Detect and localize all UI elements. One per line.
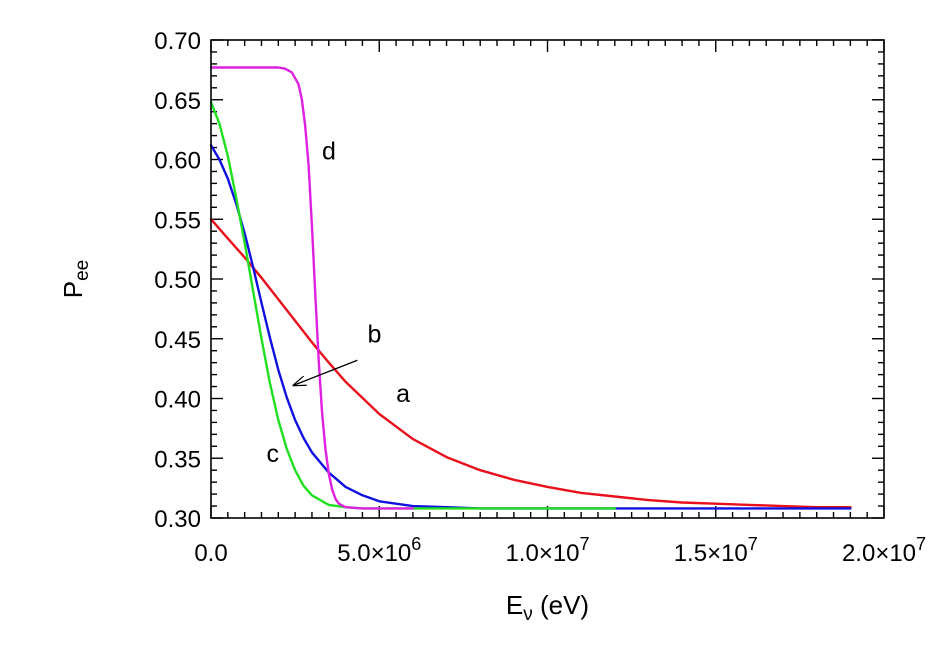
plot-frame bbox=[210, 39, 885, 519]
series-line-d bbox=[209, 66, 415, 510]
x-tick-exponent: 7 bbox=[916, 534, 926, 554]
x-tick-label: 2.0×107 bbox=[842, 534, 926, 567]
y-tick-label: 0.65 bbox=[154, 88, 201, 115]
x-tick-exponent: 7 bbox=[580, 534, 590, 554]
y-tick-label: 0.30 bbox=[154, 506, 201, 533]
x-axis-label-sub: ν bbox=[523, 604, 533, 625]
y-tick-label: 0.35 bbox=[154, 446, 201, 473]
x-tick-exponent: 6 bbox=[411, 534, 421, 554]
x-tick-mantissa: 0.0 bbox=[194, 540, 227, 567]
annotations: a b c d bbox=[267, 138, 411, 468]
y-tick-label: 0.50 bbox=[154, 267, 201, 294]
ticks bbox=[210, 39, 885, 519]
y-tick-label: 0.70 bbox=[154, 28, 201, 55]
y-axis-label-main: P bbox=[58, 281, 88, 298]
y-tick-label: 0.60 bbox=[154, 148, 201, 175]
series-lines bbox=[209, 66, 852, 510]
x-tick-label: 1.5×107 bbox=[674, 534, 758, 567]
curve-label-a: a bbox=[396, 380, 410, 408]
x-tick-mantissa: 5.0×10 bbox=[337, 540, 411, 567]
curve-label-d: d bbox=[322, 138, 336, 166]
x-tick-label: 0.0 bbox=[194, 540, 227, 567]
x-tick-label: 5.0×106 bbox=[337, 534, 421, 567]
x-tick-mantissa: 2.0×10 bbox=[842, 540, 916, 567]
y-tick-label: 0.40 bbox=[154, 387, 201, 414]
y-tick-label: 0.45 bbox=[154, 327, 201, 354]
y-tick-label: 0.55 bbox=[154, 207, 201, 234]
tick-labels: 0.30 0.35 0.40 0.45 0.50 0.55 0.60 0.65 0.70 0.0 5… bbox=[154, 28, 926, 567]
curve-label-c: c bbox=[267, 440, 280, 468]
x-tick-mantissa: 1.5×10 bbox=[674, 540, 748, 567]
curve-label-b: b bbox=[367, 320, 381, 348]
y-axis-label: Pee bbox=[58, 260, 93, 298]
x-axis-label-unit: (eV) bbox=[533, 590, 589, 620]
x-tick-label: 1.0×107 bbox=[505, 534, 589, 567]
x-tick-mantissa: 1.0×10 bbox=[505, 540, 579, 567]
x-axis-label-main: E bbox=[506, 590, 523, 620]
annotation-arrow bbox=[293, 359, 358, 385]
x-tick-exponent: 7 bbox=[748, 534, 758, 554]
x-axis-label: Eν (eV) bbox=[506, 590, 589, 625]
series-line-a bbox=[209, 218, 852, 509]
series-line-b bbox=[209, 144, 852, 510]
y-axis-label-sub: ee bbox=[72, 260, 93, 281]
